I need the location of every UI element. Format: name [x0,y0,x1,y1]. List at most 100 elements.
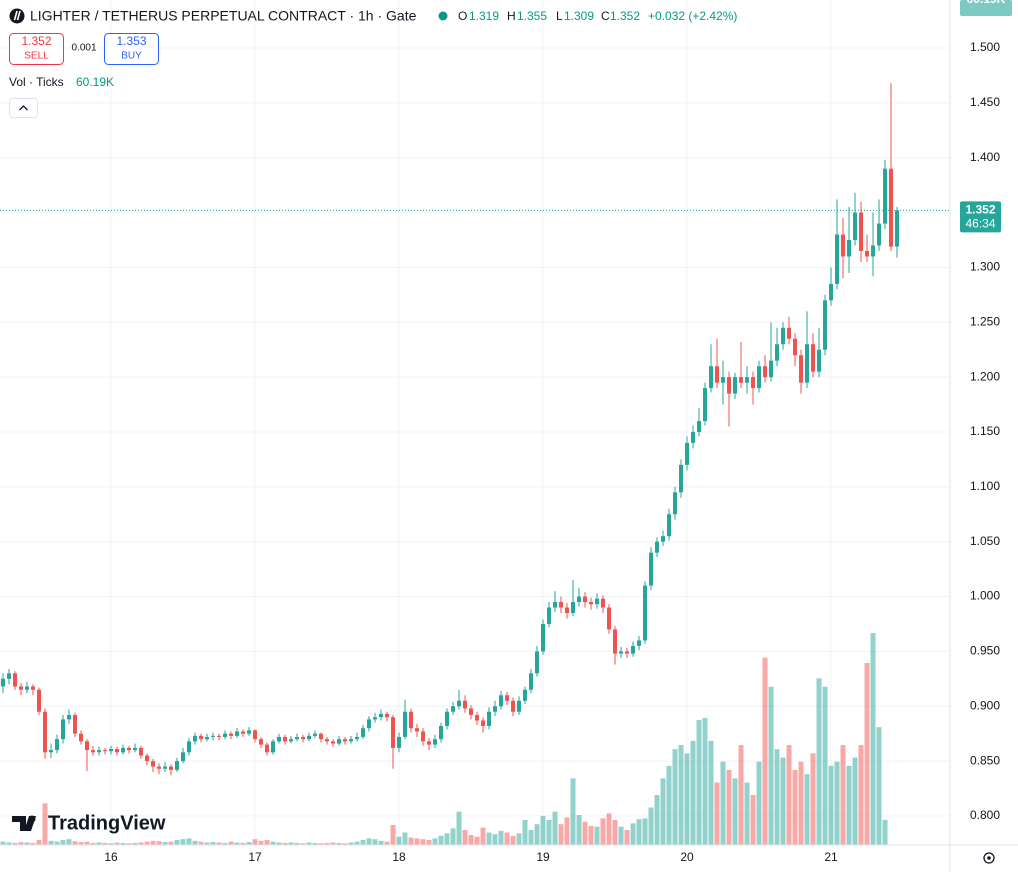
volume-bar [6,842,12,845]
y-tick-label: 1.400 [970,150,1000,164]
candle-body [643,585,648,641]
y-tick-label: 0.950 [970,644,1000,658]
volume-bar [54,841,60,845]
volume-bar [426,840,432,845]
candle-body [43,711,48,753]
volume-bar [36,840,42,845]
candle-body [847,240,852,257]
symbol-icon-mark [13,10,21,21]
candle-body [55,739,60,751]
volume-bar [168,841,174,845]
y-tick-label: 1.200 [970,369,1000,383]
candle-body [91,750,96,753]
ohlc-value: 1.309 [564,9,594,23]
volume-bar [96,842,102,845]
volume-bar [306,842,312,845]
volume-bar [504,832,510,845]
volume-bar [672,749,678,845]
buy-price: 1.353 [116,34,146,48]
candle-body [619,651,624,654]
candle-body [205,736,210,740]
candle-body [661,536,666,542]
volume-bar [192,840,198,845]
candle-body [625,651,630,654]
candle-body [211,735,216,737]
volume-bar [522,820,528,845]
candle-body [343,739,348,742]
candle-body [307,735,312,740]
buy-button[interactable] [104,33,159,65]
volume-legend: Vol · Ticks [9,75,64,89]
volume-bar [438,835,444,845]
candle-body [121,747,126,753]
volume-bar [252,839,258,845]
volume-bar [786,745,792,845]
candle-body [271,741,276,753]
volume-bar [870,633,876,845]
volume-bar [594,826,600,845]
candle-body [583,596,588,603]
volume-bar [144,841,150,845]
volume-bar [210,842,216,845]
candle-body [553,602,558,608]
candle-body [793,338,798,356]
candle-body [565,607,570,613]
candle-body [535,651,540,674]
volume-bar [432,838,438,845]
volume-bar [60,840,66,845]
candle-body [31,686,36,690]
symbol-icon [9,8,25,24]
volume-bar [816,678,822,845]
candle-body [73,715,78,734]
candle-body [13,673,18,687]
volume-bar [528,830,534,845]
collapse-button[interactable] [9,98,38,118]
volume-bar [768,686,774,845]
volume-bar [666,765,672,845]
volume-bar [648,807,654,845]
volume-bar [582,821,588,845]
settings-icon[interactable] [983,852,995,864]
candle-body [367,719,372,729]
candle-body [529,673,534,690]
volume-bar [90,842,96,845]
candle-body [259,739,264,745]
candle-body [655,541,660,553]
candle-body [427,741,432,745]
candle-body [865,250,870,257]
candle-body [523,689,528,701]
volume-bar [774,749,780,845]
sell-button[interactable] [9,33,64,65]
volume-bar [360,840,366,845]
candle-body [109,749,114,752]
candle-body [241,731,246,734]
volume-bar [312,842,318,845]
volume-bar [78,842,84,845]
volume-bar [834,761,840,845]
volume-bar [396,836,402,845]
candle-body [589,602,594,605]
countdown: 46:34 [965,217,995,231]
volume-bar [282,842,288,845]
volume-bar [576,815,582,845]
candle-body [397,736,402,748]
volume-bar [738,745,744,845]
volume-bar [720,761,726,845]
volume-bar [600,818,606,845]
volume-bar [516,833,522,845]
candle-body [409,711,414,729]
volume-bar [156,841,162,845]
volume-bar [690,740,696,845]
volume-bar [132,842,138,845]
price-pane [0,83,950,776]
candle-body [295,736,300,740]
volume-bar [390,825,396,845]
chart-title: LIGHTER / TETHERUS PERPETUAL CONTRACT · … [30,8,417,24]
volume-bar [336,842,342,845]
candle-body [673,492,678,515]
candle-body [577,596,582,603]
candle-body [895,210,900,247]
volume-bar [510,835,516,845]
spread: 0.001 [71,43,96,54]
